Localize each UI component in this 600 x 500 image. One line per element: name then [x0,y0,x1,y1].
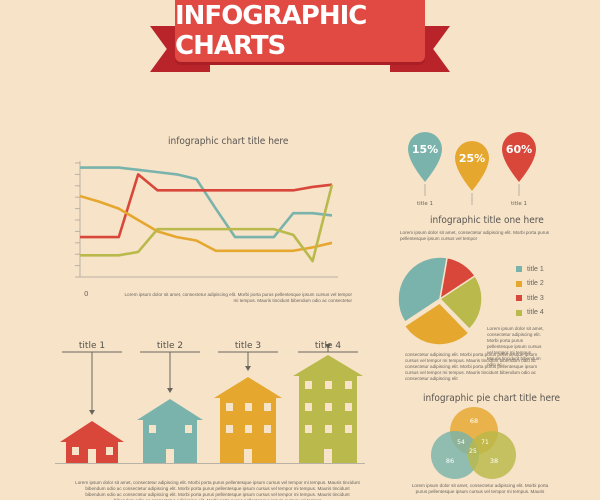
line-series-2 [80,173,333,239]
pie-legend-label: title 4 [527,309,544,317]
pie-legend-swatch [516,295,522,302]
header-ribbon: INFOGRAPHIC CHARTS [175,0,425,62]
house-window [106,447,113,455]
venn-circle-label: 38 [490,457,498,465]
house-window [325,425,332,433]
pin-marker [455,141,489,191]
house-window [345,403,352,411]
line-series-4 [80,184,334,263]
house-window [264,425,271,433]
house-pointer-arrow [245,366,251,371]
venn-circle-label: 68 [470,417,478,425]
pin-chart-description: Lorem ipsum dolor sit amet, consectetur … [400,230,550,241]
venn-chart: 68 86 38 54 71 25 [431,407,516,479]
house-window [245,403,252,411]
house-door [88,449,96,463]
pie-slice-2 [403,302,470,346]
house-2: title 2 [137,341,203,463]
line-chart-description: Lorem ipsum dolor sit amet, consectetur … [124,292,353,303]
house-window [226,425,233,433]
house-window [305,403,312,411]
venn-title: infographic pie chart title here [423,393,561,404]
house-pointer-arrow [89,410,95,415]
pie-chart [397,256,483,346]
venn-circle-2 [431,431,479,479]
line-series-3 [79,194,333,253]
pin-value-label: 60% [506,143,532,156]
house-body [299,375,357,463]
pin-value-label: 25% [459,152,485,165]
house-roof [60,421,124,442]
house-label: title 2 [157,341,183,351]
pie-description: consectetur adipiscing elit. Morbi porta… [405,352,538,381]
venn-intersection-label: 54 [457,439,465,446]
house-label: title 4 [315,341,341,351]
pie-legend-item: title 4 [516,306,544,321]
house-window [305,425,312,433]
house-window [185,425,192,433]
house-window [345,381,352,389]
venn-circle-label: 86 [446,457,454,465]
house-roof [214,377,282,398]
house-bar-chart: title 1 title 2 title 3 title 4 [55,341,365,464]
pin-category-label: title 1 [417,201,433,205]
pie-legend-label: title 3 [527,294,544,302]
house-window [226,403,233,411]
house-chart-description: Lorem ipsum dolor sit amet, consectetur … [75,480,360,500]
pin-1: 15% title 1 [408,132,442,205]
venn-intersection-label: 25 [469,448,477,455]
pie-slice-4 [438,274,483,331]
pie-legend-swatch [516,266,522,273]
venn-circle-3 [468,431,516,479]
pin-value-label: 15% [412,143,438,156]
venn-intersection-label: 71 [481,439,489,446]
house-window [325,403,332,411]
pie-legend-swatch [516,309,522,316]
house-door [244,449,252,463]
pie-legend-label: title 2 [527,280,544,288]
house-door [166,449,174,463]
house-label: title 3 [235,341,261,351]
house-3: title 3 [214,341,282,463]
pin-chart-title: infographic title one here [430,215,544,226]
house-roof [137,399,203,420]
pin-marker [408,132,442,182]
pie-legend-swatch [516,280,522,287]
pin-chart: 15% title 1 25%title 1 60% title 1 [408,132,536,205]
house-window [264,403,271,411]
pin-3: 60% title 1 [502,132,536,205]
house-window [72,447,79,455]
house-window [149,425,156,433]
pie-legend-item: title 2 [516,277,544,292]
page-title: INFOGRAPHIC CHARTS [175,1,367,61]
pie-legend-item: title 1 [516,262,544,277]
x-tick-label: 0 [84,290,88,298]
pie-legend-item: title 3 [516,291,544,306]
house-roof [293,355,363,376]
line-chart-title: infographic chart title here [168,136,289,147]
house-window [245,425,252,433]
line-series-1 [80,166,333,239]
pie-side-text: Lorem ipsum dolor sit amet, consectetur … [487,326,544,367]
pin-2: 25%title 1 [455,141,489,205]
house-door [324,449,332,463]
pie-legend: title 1 title 2 title 3 title 4 [516,262,544,320]
line-chart: 0 [75,161,338,298]
house-window [305,381,312,389]
pie-slice-1 [397,256,449,324]
house-label: title 1 [79,341,105,351]
house-1: title 1 [60,341,124,463]
house-window [345,425,352,433]
pie-legend-label: title 1 [527,265,544,273]
house-pointer-arrow [325,344,331,349]
pin-category-label: title 1 [511,201,527,205]
house-4: title 4 [293,341,363,463]
venn-description: Lorem ipsum dolor sit amet, consectetur … [411,483,549,494]
pin-marker [502,132,536,182]
house-pointer-arrow [167,388,173,393]
house-window [325,381,332,389]
